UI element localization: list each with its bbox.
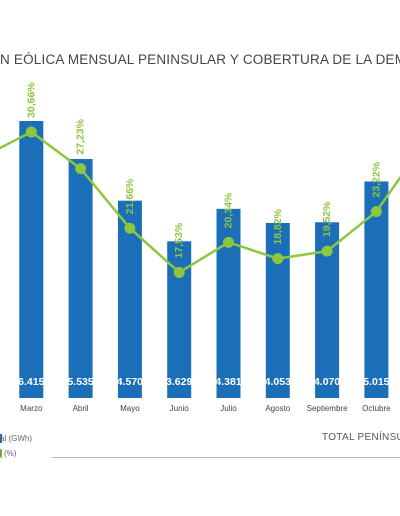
bar-1 [19, 121, 44, 398]
bar-6 [265, 222, 290, 398]
bar-value-label-3: 4.570 [117, 376, 143, 388]
bar-value-label-4: 3.629 [166, 376, 192, 388]
x-tick-label-2: Abril [73, 404, 89, 413]
bar-2 [68, 158, 93, 398]
bar-value-label-8: 5.015 [363, 376, 389, 388]
coverage-point-7 [321, 245, 333, 257]
bar-value-label-7: 4.070 [314, 376, 340, 388]
coverage-point-2 [75, 163, 87, 175]
coverage-point-4 [173, 266, 185, 278]
x-tick-label-8: Octubre [362, 404, 391, 413]
bar-value-label-5: 4.381 [215, 376, 241, 388]
coverage-point-1 [25, 126, 37, 138]
x-tick-label-7: Septiembre [307, 404, 348, 413]
legend-coverage-swatch [0, 449, 2, 458]
coverage-label-5: 20,34% [223, 192, 235, 228]
bar-value-label-6: 4.053 [265, 376, 291, 388]
coverage-label-4: 17,53% [173, 222, 185, 258]
coverage-line [0, 130, 400, 274]
x-tick-label-3: Mayo [120, 404, 140, 413]
x-tick-label-4: Junio [170, 404, 190, 413]
legend-energy-swatch [0, 434, 2, 443]
coverage-label-2: 27,23% [75, 118, 87, 154]
legend-energy-label: al (GWh) [0, 434, 32, 443]
coverage-label-7: 19,52% [321, 201, 333, 237]
coverage-label-6: 18,82% [272, 208, 284, 244]
total-peninsular-label: TOTAL PENÍNSU [322, 432, 400, 443]
x-tick-label-1: Marzo [20, 404, 43, 413]
bar-value-label-2: 5.535 [67, 376, 93, 388]
coverage-point-8 [370, 206, 382, 218]
coverage-label-8: 23,22% [370, 161, 382, 197]
total-divider [52, 457, 400, 458]
x-tick-label-5: Julio [220, 404, 237, 413]
coverage-label-3: 21,66% [124, 178, 136, 214]
bar-value-label-1: 6.415 [18, 376, 44, 388]
coverage-point-5 [223, 236, 234, 248]
legend-coverage-label: l (%) [0, 449, 17, 458]
x-tick-label-6: Agosto [265, 404, 290, 413]
bar-3 [117, 200, 142, 398]
chart-title: N EÓLICA MENSUAL PENINSULAR Y COBERTURA … [0, 52, 400, 67]
coverage-point-6 [272, 253, 284, 265]
coverage-point-3 [124, 222, 136, 234]
coverage-label-1: 30,66% [25, 82, 37, 118]
